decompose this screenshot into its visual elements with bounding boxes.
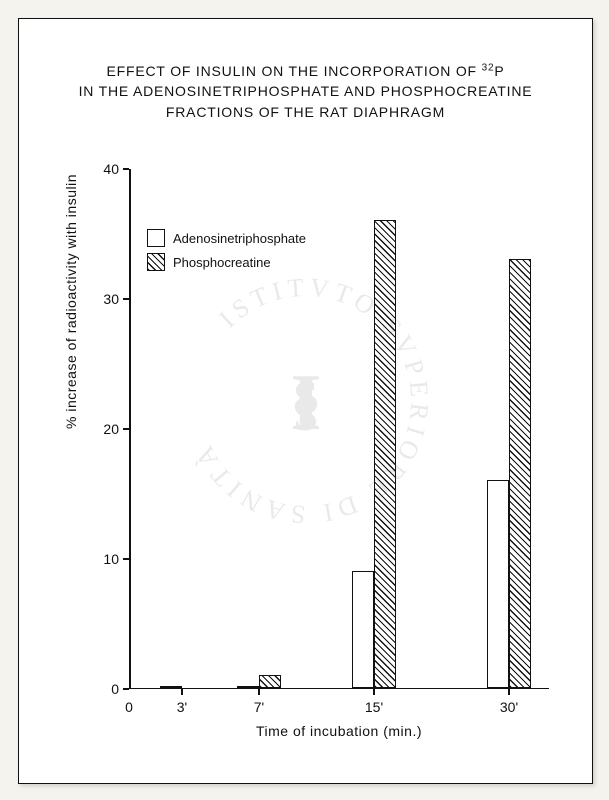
y-tick-label: 40 bbox=[89, 161, 119, 177]
y-tick-label: 10 bbox=[89, 551, 119, 567]
y-tick-label: 0 bbox=[89, 681, 119, 697]
bar-open bbox=[160, 686, 182, 688]
y-tick bbox=[123, 168, 129, 170]
title-sup: 32 bbox=[482, 62, 495, 73]
legend-label-pc: Phosphocreatine bbox=[173, 255, 271, 270]
legend: Adenosinetriphosphate Phosphocreatine bbox=[147, 229, 306, 277]
figure-frame: EFFECT OF INSULIN ON THE INCORPORATION O… bbox=[18, 18, 593, 784]
x-tick-label: 15' bbox=[365, 699, 383, 715]
x-tick bbox=[258, 689, 260, 695]
bar-hatched bbox=[374, 220, 396, 688]
title-line-1: EFFECT OF INSULIN ON THE INCORPORATION O… bbox=[107, 63, 482, 79]
y-tick bbox=[123, 688, 129, 690]
title-line-2: IN THE ADENOSINETRIPHOSPHATE AND PHOSPHO… bbox=[79, 83, 533, 99]
y-tick bbox=[123, 558, 129, 560]
plot-area: 010203040 03'7'15'30' Adenosinetriphosph… bbox=[129, 169, 549, 689]
legend-swatch-open bbox=[147, 229, 165, 247]
title-line-3: FRACTIONS OF THE RAT DIAPHRAGM bbox=[166, 104, 445, 120]
legend-swatch-hatched bbox=[147, 253, 165, 271]
y-axis bbox=[129, 169, 131, 689]
x-tick-label: 7' bbox=[254, 699, 264, 715]
chart-title: EFFECT OF INSULIN ON THE INCORPORATION O… bbox=[19, 61, 592, 122]
y-tick-label: 30 bbox=[89, 291, 119, 307]
bar-hatched bbox=[259, 675, 281, 688]
x-tick-label: 3' bbox=[177, 699, 187, 715]
legend-label-atp: Adenosinetriphosphate bbox=[173, 231, 306, 246]
title-after-sup: P bbox=[494, 63, 504, 79]
x-tick-label: 30' bbox=[500, 699, 518, 715]
y-tick bbox=[123, 298, 129, 300]
x-tick bbox=[508, 689, 510, 695]
x-axis-label: Time of incubation (min.) bbox=[129, 723, 549, 739]
x-tick-label-origin: 0 bbox=[125, 699, 133, 715]
bar-open bbox=[352, 571, 374, 688]
y-axis-label: % increase of radioactivity with insulin bbox=[63, 174, 79, 429]
x-tick bbox=[181, 689, 183, 695]
x-tick bbox=[373, 689, 375, 695]
legend-item-atp: Adenosinetriphosphate bbox=[147, 229, 306, 247]
y-tick bbox=[123, 428, 129, 430]
x-axis bbox=[129, 688, 549, 690]
legend-item-pc: Phosphocreatine bbox=[147, 253, 306, 271]
y-tick-label: 20 bbox=[89, 421, 119, 437]
bar-hatched bbox=[509, 259, 531, 688]
bar-open bbox=[487, 480, 509, 688]
bar-open bbox=[237, 686, 259, 688]
